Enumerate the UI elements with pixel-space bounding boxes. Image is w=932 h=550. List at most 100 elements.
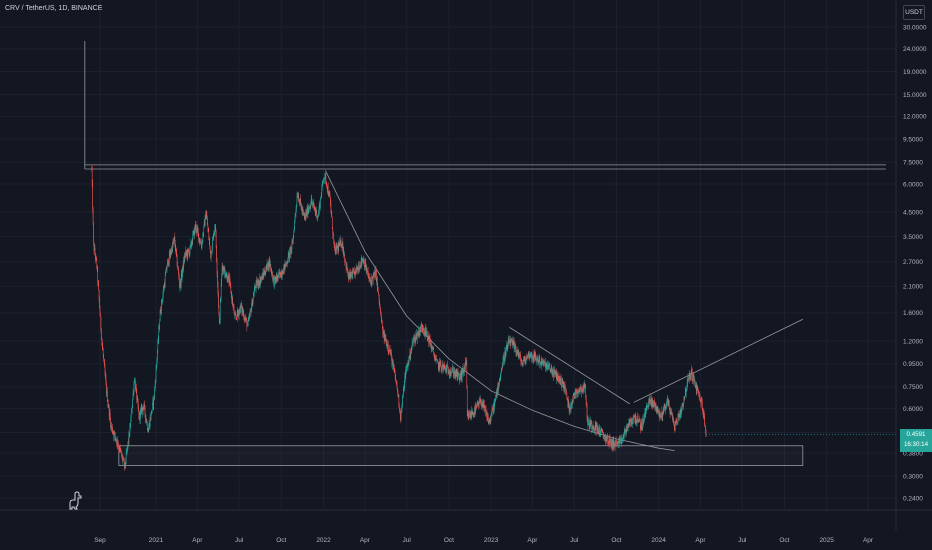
candle-body (447, 365, 448, 368)
candle-body (438, 362, 440, 369)
candle-body (302, 210, 304, 213)
candle-body (200, 242, 202, 245)
candle-body (417, 332, 418, 335)
price-tick-label: 15.0000 (903, 92, 927, 99)
candle-body (381, 315, 382, 322)
candle-body (676, 422, 678, 424)
candle-body (577, 389, 579, 394)
candle-body (504, 351, 506, 359)
candle-body (93, 242, 95, 251)
candle-body (149, 418, 151, 427)
candle-body (645, 407, 647, 411)
candle-body (623, 436, 624, 439)
candle-body (673, 421, 675, 426)
candle-body (528, 354, 530, 358)
candle-body (677, 415, 679, 424)
candle-body (693, 376, 695, 382)
candle-body (639, 419, 640, 421)
candle-body (597, 429, 599, 431)
candle-body (651, 398, 652, 403)
candle-body (584, 385, 586, 388)
candle-body (678, 413, 680, 419)
price-axis[interactable]: 30.0000 24.0000 19.0000 15.0000 12.0000 9.500… (895, 0, 927, 530)
candle-body (366, 268, 368, 271)
price-tick-label: 30.0000 (903, 24, 927, 31)
candle-body (230, 293, 232, 294)
time-axis[interactable]: Sep 2021 Apr Jul Oct 2022 Apr Jul Oct 2023 Apr Jul O… (0, 509, 932, 544)
candle-body (393, 366, 395, 368)
candle-body (223, 266, 224, 271)
candle-body (408, 356, 410, 364)
candle-body (615, 440, 617, 442)
candle-body (105, 378, 107, 384)
candle-body (369, 277, 370, 279)
candle-body (203, 225, 205, 235)
candle-body (532, 357, 534, 360)
candle-body (183, 260, 184, 270)
candle-body (288, 253, 289, 255)
candle-body (227, 280, 228, 282)
candle-body (236, 310, 238, 319)
candle-body (615, 440, 616, 447)
candle-body (349, 272, 351, 276)
candle-body (365, 269, 367, 271)
candle-body (101, 341, 103, 347)
candle-body (662, 414, 664, 417)
candle-body (669, 409, 670, 411)
candle-body (623, 435, 625, 439)
candle-body (359, 264, 361, 267)
candle-body (606, 435, 608, 443)
candle-body (111, 427, 113, 428)
candle-body (142, 408, 144, 410)
candle-body (366, 268, 368, 272)
candle-body (507, 341, 509, 345)
candle-body (469, 413, 471, 417)
symbol-title[interactable]: CRV / TetherUS, 1D, BINANCE (5, 5, 103, 12)
price-tick-label: 1.6000 (903, 310, 923, 317)
candle-body (701, 400, 703, 402)
candle-body (633, 415, 635, 417)
candle-body (543, 361, 545, 366)
candle-body (679, 413, 681, 417)
candle-body (570, 408, 571, 410)
candle-body (602, 432, 604, 436)
candle-body (582, 388, 583, 390)
candle-body (542, 360, 544, 362)
candle-body (697, 388, 698, 391)
candle-body (545, 364, 547, 370)
currency-button[interactable]: USDT (903, 5, 925, 20)
candle-body (288, 253, 290, 258)
candle-body (96, 259, 98, 268)
candle-body (561, 378, 562, 387)
candle-body (491, 414, 492, 416)
candle-body (540, 361, 541, 363)
candle-body (201, 241, 203, 248)
candle-body (645, 410, 647, 414)
candle-body (439, 362, 441, 369)
candle-body (289, 249, 290, 258)
candle-body (279, 272, 280, 275)
candle-body (207, 225, 209, 229)
candle-body (591, 427, 593, 429)
candle-body (295, 208, 297, 213)
candle-body (644, 411, 646, 415)
candle-body (263, 272, 264, 275)
candle-body (214, 231, 215, 237)
candle-body (115, 439, 117, 440)
candle-body (248, 317, 250, 319)
candle-body (539, 362, 541, 365)
candle-body (104, 367, 106, 375)
candle-body (258, 280, 259, 286)
candle-body (155, 368, 157, 382)
price-tick-label: 19.0000 (903, 69, 927, 76)
candle-body (367, 270, 368, 272)
candle-body (321, 182, 323, 190)
candle-body (337, 246, 339, 247)
candle-body (501, 367, 503, 369)
candle-body (352, 270, 354, 273)
candle-body (471, 412, 473, 415)
candle-body (339, 241, 340, 247)
tradingview-dino-icon[interactable] (67, 490, 83, 510)
candle-body (295, 212, 296, 216)
